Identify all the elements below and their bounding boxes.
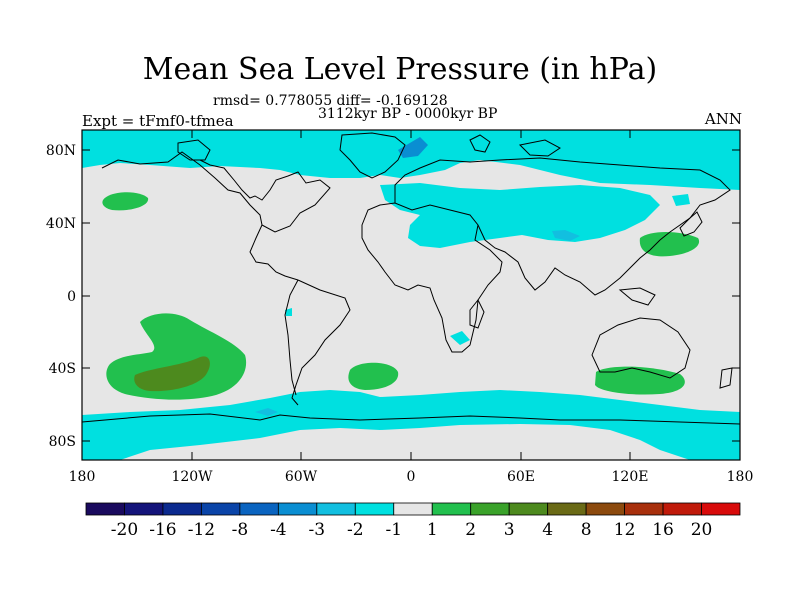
japan-positive xyxy=(639,232,700,257)
pacific-positive-north xyxy=(102,192,149,211)
colorbar-swatch xyxy=(239,502,279,516)
antarctic-interior-field xyxy=(120,424,690,460)
colorbar-swatch xyxy=(162,502,202,516)
south-atlantic-positive xyxy=(348,362,399,390)
colorbar-label: -3 xyxy=(309,520,326,540)
lat-label-0: 0 xyxy=(67,289,76,305)
colorbar-label: 20 xyxy=(691,520,713,540)
lat-label-80s: 80S xyxy=(49,434,76,450)
colorbar-label: 1 xyxy=(427,520,438,540)
colorbar-swatch xyxy=(701,502,741,516)
colorbar-label: 2 xyxy=(465,520,476,540)
colorbar-label: -1 xyxy=(385,520,402,540)
colorbar-label: 3 xyxy=(504,520,515,540)
map-title: Mean Sea Level Pressure (in hPa) xyxy=(142,52,658,87)
arctic-negative-region xyxy=(82,130,740,190)
colorbar-swatch xyxy=(624,502,664,516)
southern-negative-core xyxy=(255,408,278,416)
colorbar-swatch xyxy=(201,502,241,516)
colorbar-label: -8 xyxy=(232,520,249,540)
south-pacific-positive-core xyxy=(134,356,210,392)
lat-label-80n: 80N xyxy=(46,143,76,159)
colorbar-swatch xyxy=(662,502,702,516)
africa-negative-spot xyxy=(450,331,470,345)
colorbar-label: -4 xyxy=(270,520,287,540)
lon-label-60e: 60E xyxy=(507,469,535,485)
lon-ticks xyxy=(81,130,741,460)
lat-label-40n: 40N xyxy=(46,216,76,232)
season-label: ANN xyxy=(704,110,742,128)
colorbar-label: -12 xyxy=(188,520,215,540)
colorbar-swatch xyxy=(316,502,356,516)
coastlines xyxy=(82,132,740,425)
lon-label-60w: 60W xyxy=(285,469,318,485)
colorbar-swatch xyxy=(85,502,125,516)
colorbar-label: 12 xyxy=(614,520,636,540)
lon-label-180e: 180 xyxy=(727,469,754,485)
lon-label-120w: 120W xyxy=(171,469,213,485)
colorbar-swatch xyxy=(431,502,472,516)
colorbar-swatch xyxy=(470,502,510,516)
colorbar-swatch xyxy=(354,502,395,516)
colorbar-label: 4 xyxy=(542,520,553,540)
lat-label-40s: 40S xyxy=(49,361,76,377)
stats-text: rmsd= 0.778055 diff= -0.169128 xyxy=(213,93,448,109)
lat-ticks xyxy=(82,149,740,442)
colorbar-label: -20 xyxy=(111,520,138,540)
colorbar-labels: -20 -16 -12 -8 -4 -3 -2 -1 1 2 3 4 8 12 16 20 xyxy=(111,520,713,540)
eurasia-negative-core xyxy=(552,230,580,241)
colorbar-label: -16 xyxy=(149,520,176,540)
lon-label-180w: 180 xyxy=(69,469,96,485)
indian-ocean-positive xyxy=(595,366,685,395)
contour-fields xyxy=(82,130,740,460)
colorbar xyxy=(85,502,741,516)
colorbar-swatch xyxy=(277,502,318,516)
period-text: 3112kyr BP - 0000kyr BP xyxy=(318,106,498,122)
experiment-label: Expt = tFmf0-tfmea xyxy=(82,112,234,130)
colorbar-swatch xyxy=(585,502,625,516)
colorbar-label: 16 xyxy=(652,520,674,540)
colorbar-label: -2 xyxy=(347,520,364,540)
pacific-negative-spot xyxy=(672,194,690,206)
colorbar-swatch xyxy=(393,502,433,516)
lon-label-120e: 120E xyxy=(612,469,649,485)
colorbar-swatch xyxy=(547,502,587,516)
eurasia-negative-region xyxy=(380,183,660,248)
lon-label-0: 0 xyxy=(407,469,416,485)
colorbar-swatch xyxy=(508,502,549,516)
colorbar-swatch xyxy=(124,502,164,516)
colorbar-label: 8 xyxy=(581,520,592,540)
greenland-negative-core xyxy=(398,137,428,158)
